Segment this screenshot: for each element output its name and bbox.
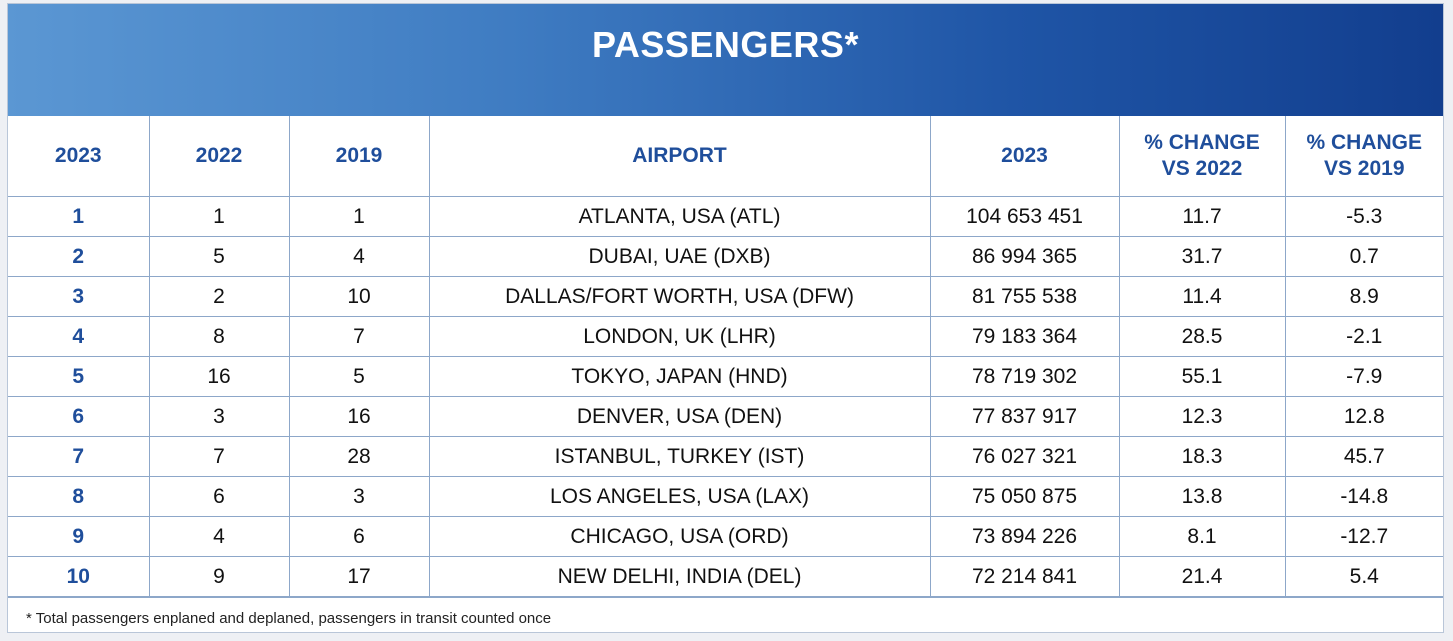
passengers-table: 2023 2022 2019 AIRPORT 2023 % CHANGE VS … bbox=[8, 116, 1443, 597]
passengers-2023-cell: 72 214 841 bbox=[929, 556, 1120, 597]
col-header-change-vs-2019: % CHANGE VS 2019 bbox=[1284, 116, 1443, 197]
footnote: * Total passengers enplaned and deplaned… bbox=[8, 597, 1443, 632]
table-row: 7 7 28 ISTANBUL, TURKEY (IST) 76 027 321 18.3… bbox=[8, 436, 1443, 477]
header-row: 2023 2022 2019 AIRPORT 2023 % CHANGE VS … bbox=[8, 116, 1443, 197]
airport-name-cell: TOKYO, JAPAN (HND) bbox=[428, 356, 931, 397]
passengers-2023-cell: 86 994 365 bbox=[929, 236, 1120, 277]
passengers-2023-cell: 78 719 302 bbox=[929, 356, 1120, 397]
passengers-2023-cell: 76 027 321 bbox=[929, 436, 1120, 477]
change-vs-2022-cell: 13.8 bbox=[1118, 476, 1286, 517]
table-row: 8 6 3 LOS ANGELES, USA (LAX) 75 050 875 13.8-… bbox=[8, 476, 1443, 517]
passengers-2023-cell: 81 755 538 bbox=[929, 276, 1120, 317]
rank-2022-cell: 16 bbox=[148, 356, 290, 397]
rank-2022-cell: 2 bbox=[148, 276, 290, 317]
rank-2023-cell: 6 bbox=[8, 396, 150, 437]
airport-name-cell: LONDON, UK (LHR) bbox=[428, 316, 931, 357]
title-banner: PASSENGERS* bbox=[8, 4, 1443, 116]
change-vs-2022-cell: 55.1 bbox=[1118, 356, 1286, 397]
col-header-airport: AIRPORT bbox=[428, 116, 931, 197]
airport-name-cell: LOS ANGELES, USA (LAX) bbox=[428, 476, 931, 517]
rank-2019-cell: 4 bbox=[288, 236, 430, 277]
airport-name-cell: ATLANTA, USA (ATL) bbox=[428, 196, 931, 237]
rank-2022-cell: 8 bbox=[148, 316, 290, 357]
rank-2022-cell: 3 bbox=[148, 396, 290, 437]
rank-2023-cell: 2 bbox=[8, 236, 150, 277]
table-row: 3 2 10 DALLAS/FORT WORTH, USA (DFW) 81 755 5… bbox=[8, 276, 1443, 317]
change-vs-2019-cell: -5.3 bbox=[1284, 196, 1443, 237]
col-header-rank-2023: 2023 bbox=[8, 116, 150, 197]
rank-2019-cell: 6 bbox=[288, 516, 430, 557]
change-vs-2019-cell: 5.4 bbox=[1284, 556, 1443, 597]
page-title: PASSENGERS* bbox=[592, 24, 859, 65]
airport-name-cell: ISTANBUL, TURKEY (IST) bbox=[428, 436, 931, 477]
table-row: 9 4 6 CHICAGO, USA (ORD) 73 894 226 8.1 -12.7 bbox=[8, 516, 1443, 557]
rank-2019-cell: 5 bbox=[288, 356, 430, 397]
change-vs-2022-cell: 12.3 bbox=[1118, 396, 1286, 437]
passengers-table-panel: PASSENGERS* 2023 2022 2019 AIRPORT 2023 … bbox=[7, 3, 1444, 633]
col-header-passengers-2023: 2023 bbox=[929, 116, 1120, 197]
table-row: 1 1 1 ATLANTA, USA (ATL) 104 653 451 11.7 -5.3 bbox=[8, 196, 1443, 237]
table-row: 4 8 7 LONDON, UK (LHR) 79 183 364 28.5 -2.1 bbox=[8, 316, 1443, 357]
passengers-2023-cell: 79 183 364 bbox=[929, 316, 1120, 357]
rank-2019-cell: 7 bbox=[288, 316, 430, 357]
airport-name-cell: DUBAI, UAE (DXB) bbox=[428, 236, 931, 277]
change-vs-2019-cell: -2.1 bbox=[1284, 316, 1443, 357]
col-header-change-vs-2022: % CHANGE VS 2022 bbox=[1118, 116, 1286, 197]
rank-2019-cell: 28 bbox=[288, 436, 430, 477]
change-vs-2022-cell: 21.4 bbox=[1118, 556, 1286, 597]
change-vs-2022-cell: 11.4 bbox=[1118, 276, 1286, 317]
change-vs-2019-cell: 12.8 bbox=[1284, 396, 1443, 437]
col-header-rank-2022: 2022 bbox=[148, 116, 290, 197]
change-vs-2019-cell: -14.8 bbox=[1284, 476, 1443, 517]
rank-2022-cell: 7 bbox=[148, 436, 290, 477]
rank-2019-cell: 17 bbox=[288, 556, 430, 597]
airport-name-cell: CHICAGO, USA (ORD) bbox=[428, 516, 931, 557]
rank-2022-cell: 9 bbox=[148, 556, 290, 597]
change-vs-2019-cell: 0.7 bbox=[1284, 236, 1443, 277]
change-vs-2019-cell: 8.9 bbox=[1284, 276, 1443, 317]
change-vs-2022-cell: 31.7 bbox=[1118, 236, 1286, 277]
table-row: 10 9 17 NEW DELHI, INDIA (DEL) 72 214 841 21.… bbox=[8, 556, 1443, 597]
change-vs-2019-cell: -7.9 bbox=[1284, 356, 1443, 397]
passengers-2023-cell: 104 653 451 bbox=[929, 196, 1120, 237]
passengers-2023-cell: 77 837 917 bbox=[929, 396, 1120, 437]
table-row: 6 3 16 DENVER, USA (DEN) 77 837 917 12.3 12.8 bbox=[8, 396, 1443, 437]
rank-2019-cell: 10 bbox=[288, 276, 430, 317]
rank-2022-cell: 4 bbox=[148, 516, 290, 557]
rank-2019-cell: 16 bbox=[288, 396, 430, 437]
rank-2023-cell: 8 bbox=[8, 476, 150, 517]
airport-name-cell: NEW DELHI, INDIA (DEL) bbox=[428, 556, 931, 597]
rank-2023-cell: 3 bbox=[8, 276, 150, 317]
change-vs-2022-cell: 8.1 bbox=[1118, 516, 1286, 557]
rank-2019-cell: 3 bbox=[288, 476, 430, 517]
col-header-rank-2019: 2019 bbox=[288, 116, 430, 197]
rank-2023-cell: 4 bbox=[8, 316, 150, 357]
change-vs-2022-cell: 28.5 bbox=[1118, 316, 1286, 357]
table-row: 5 16 5 TOKYO, JAPAN (HND) 78 719 302 55.1 -7.9 bbox=[8, 356, 1443, 397]
rank-2023-cell: 7 bbox=[8, 436, 150, 477]
rank-2022-cell: 5 bbox=[148, 236, 290, 277]
table-row: 2 5 4 DUBAI, UAE (DXB) 86 994 365 31.7 0.7 bbox=[8, 236, 1443, 277]
airport-name-cell: DALLAS/FORT WORTH, USA (DFW) bbox=[428, 276, 931, 317]
change-vs-2019-cell: 45.7 bbox=[1284, 436, 1443, 477]
rank-2023-cell: 1 bbox=[8, 196, 150, 237]
change-vs-2019-cell: -12.7 bbox=[1284, 516, 1443, 557]
airport-name-cell: DENVER, USA (DEN) bbox=[428, 396, 931, 437]
passengers-2023-cell: 73 894 226 bbox=[929, 516, 1120, 557]
rank-2023-cell: 10 bbox=[8, 556, 150, 597]
rank-2023-cell: 5 bbox=[8, 356, 150, 397]
rank-2023-cell: 9 bbox=[8, 516, 150, 557]
change-vs-2022-cell: 11.7 bbox=[1118, 196, 1286, 237]
change-vs-2022-cell: 18.3 bbox=[1118, 436, 1286, 477]
passengers-2023-cell: 75 050 875 bbox=[929, 476, 1120, 517]
rank-2022-cell: 6 bbox=[148, 476, 290, 517]
rank-2022-cell: 1 bbox=[148, 196, 290, 237]
rank-2019-cell: 1 bbox=[288, 196, 430, 237]
